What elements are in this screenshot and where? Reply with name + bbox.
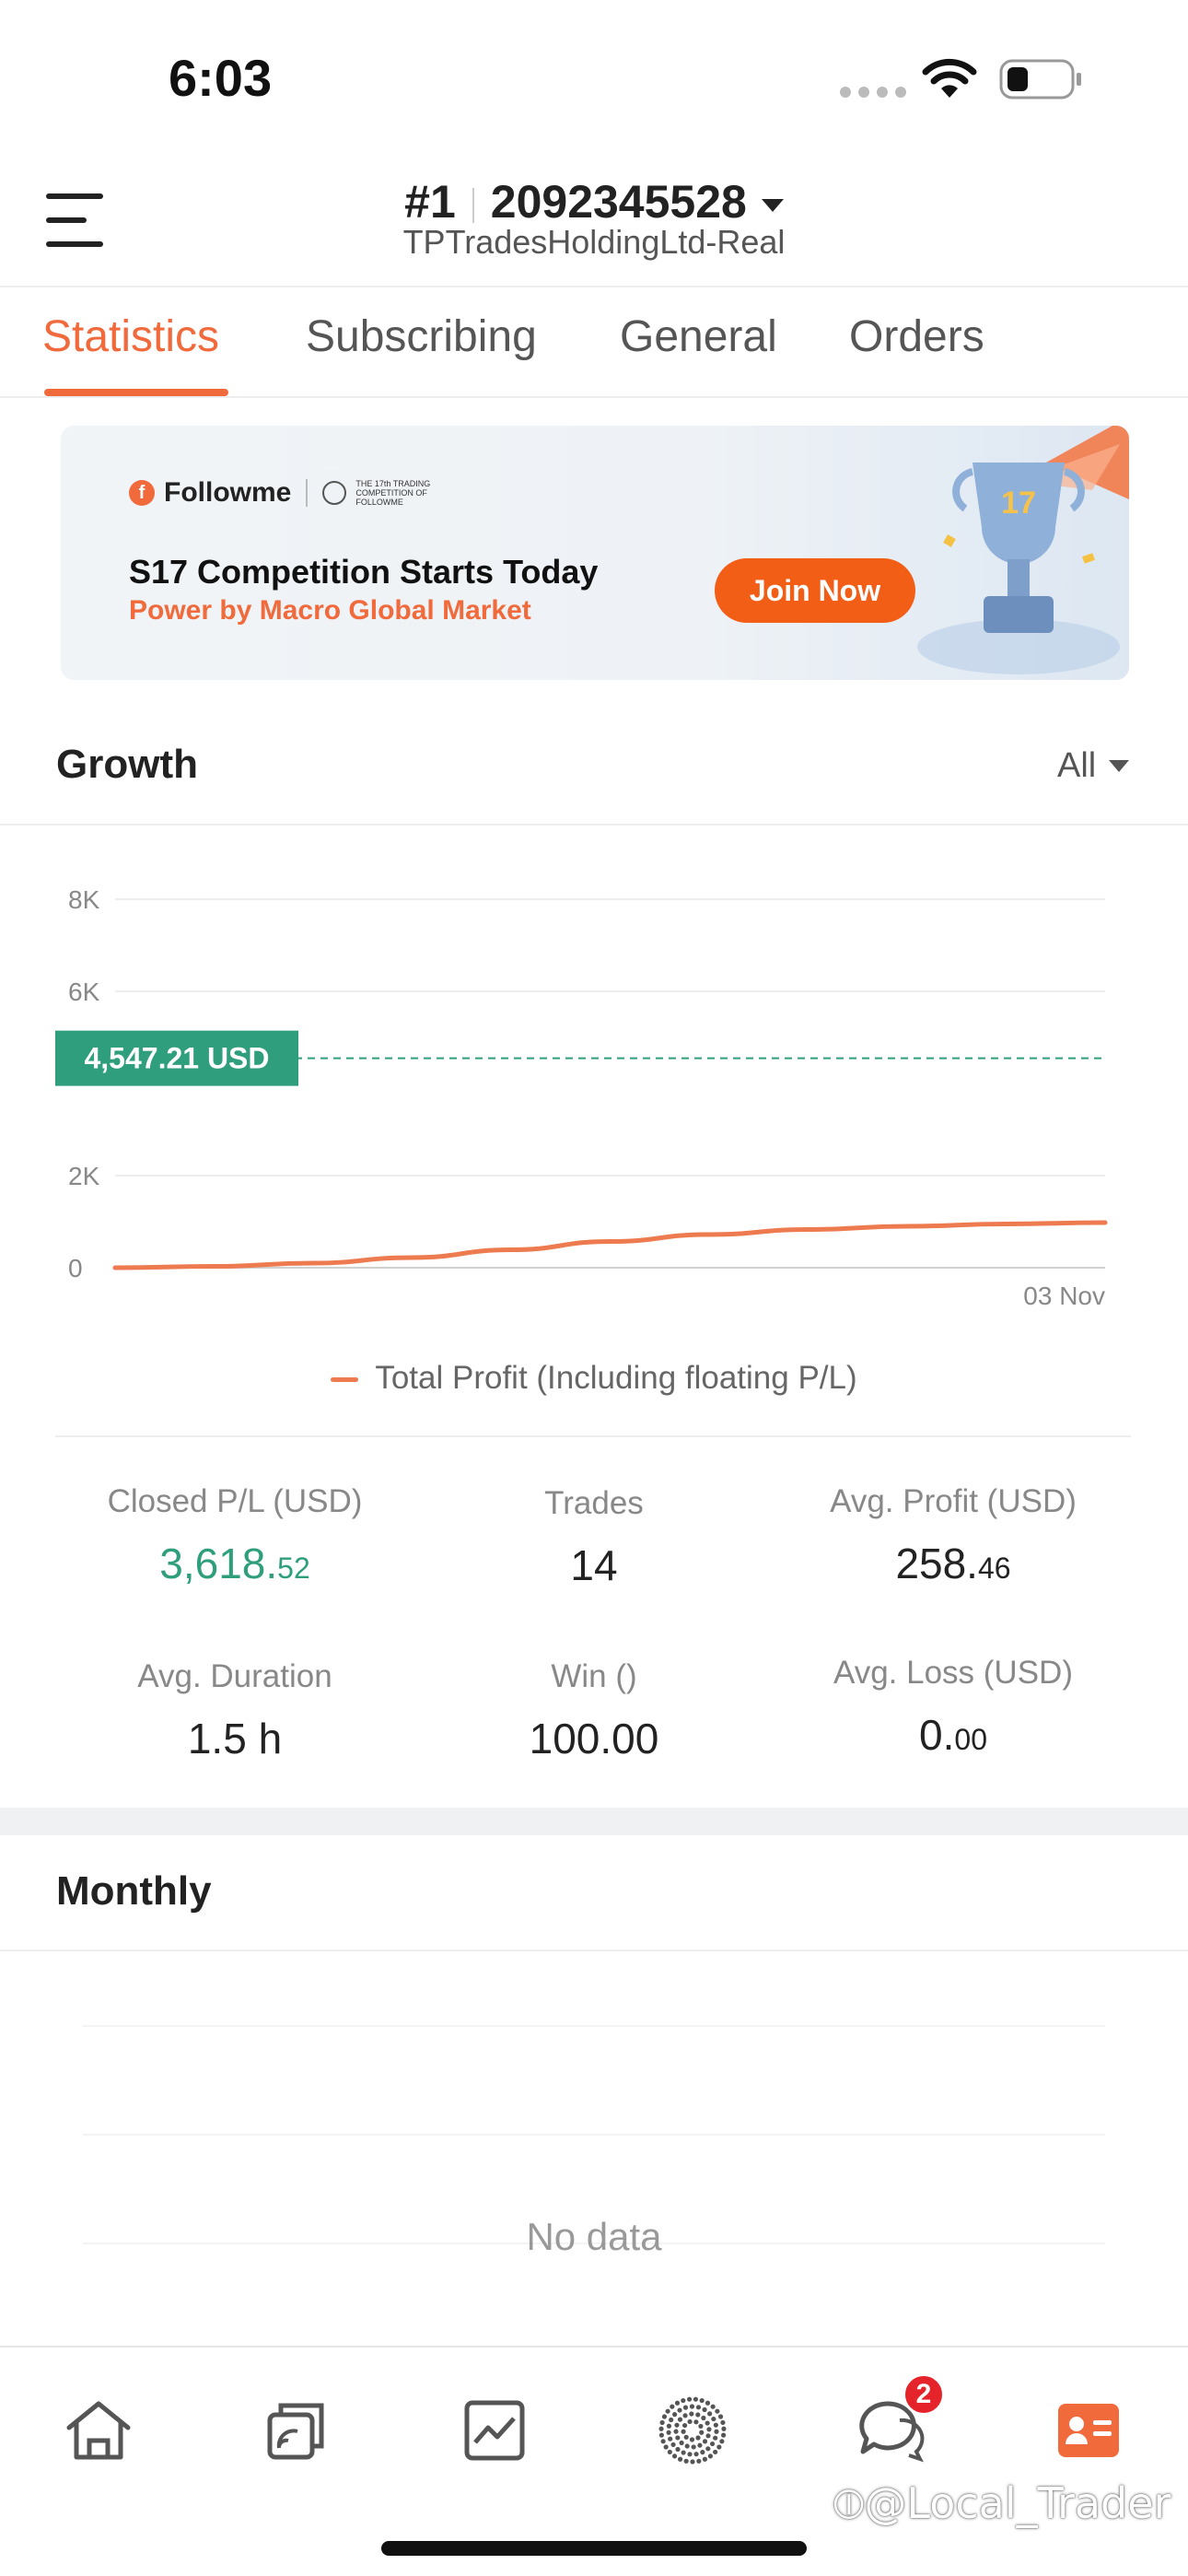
growth-range-value: All <box>1057 746 1097 785</box>
chart-icon[interactable] <box>458 2394 531 2467</box>
bottom-nav: 2 <box>0 2346 1188 2576</box>
tab-statistics[interactable]: Statistics <box>42 312 220 361</box>
grid-line <box>83 2025 1105 2027</box>
watermark: ⦶@Local_Trader <box>833 2478 1171 2528</box>
stat-value: 3,618.52 <box>159 1540 310 1587</box>
profile-icon[interactable] <box>1052 2394 1125 2467</box>
growth-range-select[interactable]: All <box>1057 746 1130 786</box>
grid-line <box>83 2242 1105 2244</box>
account-number: 2092345528 <box>490 176 747 228</box>
followme-logo-icon: f <box>129 480 155 506</box>
legend-swatch <box>331 1377 359 1383</box>
chart-legend: Total Profit (Including floating P/L) <box>0 1360 1188 1397</box>
stat-label: Trades <box>544 1485 644 1521</box>
tab-bar: Statistics Subscribing General Orders <box>0 286 1188 398</box>
account-selector[interactable]: #1 2092345528 <box>0 175 1188 228</box>
tab-subscribing[interactable]: Subscribing <box>306 312 537 361</box>
divider <box>55 1435 1131 1437</box>
svg-text:17: 17 <box>1001 486 1036 521</box>
home-indicator <box>381 2541 807 2556</box>
trophy-illustration: 17 <box>917 426 1129 674</box>
section-separator <box>0 1808 1188 1835</box>
messages-icon[interactable] <box>854 2394 927 2467</box>
banner-logo: f Followme THE 17th TRADING COMPETITION … <box>129 477 457 509</box>
brand-name: Followme <box>164 477 292 508</box>
broker-name: TPTradesHoldingLtd-Real <box>402 223 786 261</box>
current-value-badge <box>55 1030 298 1086</box>
stat-value: 100.00 <box>529 1715 659 1762</box>
growth-title: Growth <box>56 742 198 787</box>
stat-label: Avg. Duration <box>137 1658 332 1694</box>
message-badge: 2 <box>903 2373 945 2416</box>
stat-label: Avg. Loss (USD) <box>833 1655 1073 1691</box>
stat-avg-loss: Avg. Loss (USD) 0.00 <box>787 1655 1119 1760</box>
stat-label: Closed P/L (USD) <box>107 1483 363 1519</box>
stat-label: Win () <box>551 1658 637 1694</box>
stat-value: 14 <box>570 1541 618 1589</box>
series-line <box>112 1220 1108 1270</box>
caret-down-icon <box>1109 760 1130 772</box>
cellular-signal-icon <box>840 87 906 98</box>
monthly-empty-state: No data <box>526 2215 662 2258</box>
growth-chart: 0 2K 6K 8K 03 Nov 4,547.21 USD <box>55 885 1108 1310</box>
y-tick-label: 0 <box>68 1254 83 1282</box>
status-bar: 6:03 <box>0 0 1188 157</box>
banner-subtitle: Power by Macro Global Market <box>129 595 531 626</box>
stats-grid: Closed P/L (USD) 3,618.52 Trades 14 Avg.… <box>0 1437 1188 1806</box>
grid-line <box>83 2134 1105 2136</box>
stat-win: Win () 100.00 <box>428 1658 760 1763</box>
competition-seal-icon <box>322 481 347 505</box>
stat-value: 0.00 <box>919 1711 987 1759</box>
divider <box>0 1950 1188 1951</box>
stat-label: Avg. Profit (USD) <box>830 1483 1077 1519</box>
y-tick-label: 8K <box>68 885 100 914</box>
app-header: #1 2092345528 TPTradesHoldingLtd-Real <box>0 157 1188 286</box>
tab-orders[interactable]: Orders <box>849 312 984 361</box>
caret-down-icon <box>761 198 784 212</box>
seal-text: THE 17th TRADING COMPETITION OF FOLLOWME <box>355 479 431 507</box>
y-tick-label: 2K <box>68 1162 100 1190</box>
community-icon[interactable] <box>656 2394 729 2467</box>
tab-general[interactable]: General <box>620 312 777 361</box>
home-icon[interactable] <box>62 2394 135 2467</box>
stat-value: 258.46 <box>895 1540 1011 1587</box>
copy-trade-icon[interactable] <box>260 2394 333 2467</box>
join-now-button[interactable]: Join Now <box>715 558 915 623</box>
account-rank: #1 <box>404 176 456 228</box>
stat-closed-pl: Closed P/L (USD) 3,618.52 <box>69 1483 401 1588</box>
active-tab-indicator <box>44 389 228 396</box>
stat-trades: Trades 14 <box>428 1485 760 1590</box>
wifi-icon <box>922 58 977 98</box>
battery-icon <box>999 59 1081 100</box>
current-value-label: 4,547.21 USD <box>84 1042 269 1075</box>
status-time: 6:03 <box>169 49 273 107</box>
x-tick-label: 03 Nov <box>1023 1282 1105 1310</box>
stat-avg-profit: Avg. Profit (USD) 258.46 <box>787 1483 1119 1588</box>
legend-label: Total Profit (Including floating P/L) <box>375 1360 857 1396</box>
banner-title: S17 Competition Starts Today <box>129 553 599 591</box>
competition-banner[interactable]: f Followme THE 17th TRADING COMPETITION … <box>61 426 1129 680</box>
divider <box>0 824 1188 825</box>
stat-value: 1.5 h <box>187 1715 283 1762</box>
monthly-title: Monthly <box>56 1868 212 1914</box>
stat-avg-duration: Avg. Duration 1.5 h <box>69 1658 401 1763</box>
menu-icon[interactable] <box>46 193 103 249</box>
y-tick-label: 6K <box>68 978 100 1006</box>
